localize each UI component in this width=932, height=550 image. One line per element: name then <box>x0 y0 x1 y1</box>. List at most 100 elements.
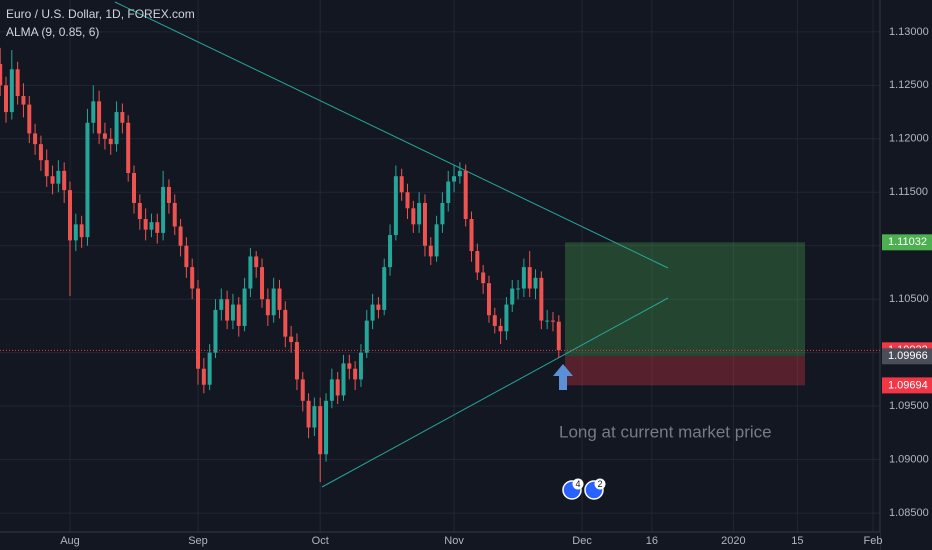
x-tick-label: 15 <box>791 535 803 547</box>
candle-body <box>3 85 8 113</box>
candle-body <box>230 304 235 321</box>
candle-body <box>504 304 509 332</box>
candle-body <box>0 63 3 86</box>
chart-title: Euro / U.S. Dollar, 1D, FOREX.com <box>6 7 195 21</box>
x-tick-label: Oct <box>312 535 329 547</box>
candle-body <box>347 363 352 369</box>
candle-body <box>324 400 329 455</box>
candle-body <box>399 176 404 193</box>
candle-body <box>38 144 43 161</box>
price-tag <box>882 348 932 365</box>
candle-body <box>422 202 427 246</box>
candle-body <box>126 122 131 174</box>
candle-body <box>85 122 90 238</box>
candle-body <box>486 283 491 316</box>
candle-body <box>149 222 154 230</box>
x-tick-label: Sep <box>188 535 208 547</box>
candle-body <box>213 309 218 353</box>
candle-body <box>527 267 532 289</box>
candle-body <box>457 170 462 177</box>
candle-body <box>294 341 299 380</box>
candle-body <box>545 320 550 322</box>
y-tick-label: 1.08500 <box>889 507 929 519</box>
candle-body <box>178 226 183 246</box>
candle-body <box>196 288 201 369</box>
candle-body <box>475 251 480 273</box>
candle-body <box>358 352 363 380</box>
candle-body <box>27 104 32 134</box>
candle-body <box>318 406 323 455</box>
candle-body <box>137 202 142 220</box>
trend-line-lower <box>321 297 669 488</box>
candle-body <box>283 309 288 337</box>
candle-body <box>277 288 282 310</box>
x-tick-label: 16 <box>646 535 658 547</box>
candle-body <box>452 176 457 182</box>
candle-body <box>21 96 26 105</box>
candle-body <box>550 320 555 322</box>
candle-body <box>469 219 474 252</box>
annotation: Long at current market price <box>559 422 772 441</box>
candle-body <box>190 267 195 289</box>
candle-body <box>102 133 107 139</box>
x-tick-label: Nov <box>444 535 464 547</box>
candle-body <box>463 170 468 220</box>
candle-body <box>62 170 67 191</box>
candle-body <box>225 299 230 321</box>
candle-body <box>242 288 247 326</box>
candle-body <box>15 69 20 97</box>
price-tag-label: 1.09694 <box>888 379 928 391</box>
candle-body <box>329 379 334 401</box>
candle-body <box>492 315 497 326</box>
candle-body <box>265 299 270 316</box>
candle-body <box>405 192 410 209</box>
candle-body <box>50 176 55 184</box>
candle-body <box>254 256 259 268</box>
candle-body <box>79 224 84 238</box>
candle-body <box>9 69 14 113</box>
candle-body <box>376 304 381 310</box>
candle-body <box>411 208 416 225</box>
position-box <box>565 242 805 386</box>
y-tick-label: 1.12000 <box>889 133 929 145</box>
candle-body <box>260 267 265 300</box>
y-tick-label: 1.09000 <box>889 454 929 466</box>
y-tick-label: 1.12500 <box>889 79 929 91</box>
candle-body <box>132 173 137 203</box>
candle-body <box>236 304 241 326</box>
candle-body <box>155 222 160 233</box>
y-tick-label: 1.11500 <box>889 186 928 198</box>
candle-body <box>388 235 393 268</box>
event-count: 2 <box>597 479 602 489</box>
candle-body <box>108 138 113 145</box>
price-tag-label: 1.11032 <box>888 236 927 248</box>
trend-line-upper <box>114 1 669 269</box>
candle-body <box>207 352 212 385</box>
candle-body <box>172 202 177 227</box>
candle-body <box>166 186 171 203</box>
candle-body <box>300 379 305 401</box>
target-zone <box>565 242 805 357</box>
stop-zone <box>565 356 805 386</box>
candle-body <box>201 368 206 385</box>
candle-body <box>440 202 445 225</box>
candle-body <box>370 304 375 321</box>
candle-body <box>97 101 102 134</box>
candle-body <box>91 101 96 123</box>
x-tick-label: Dec <box>572 535 592 547</box>
candle-body <box>434 224 439 257</box>
arrow-up <box>553 364 573 390</box>
candle-body <box>498 325 503 332</box>
event-count: 4 <box>575 479 580 489</box>
candle-body <box>73 224 78 241</box>
candle-body <box>556 321 561 351</box>
price-axis <box>880 0 932 550</box>
candle-body <box>184 245 189 268</box>
candle-body <box>393 176 398 236</box>
price-tag <box>882 377 932 394</box>
candle-body <box>341 363 346 396</box>
candle-body <box>481 272 486 284</box>
